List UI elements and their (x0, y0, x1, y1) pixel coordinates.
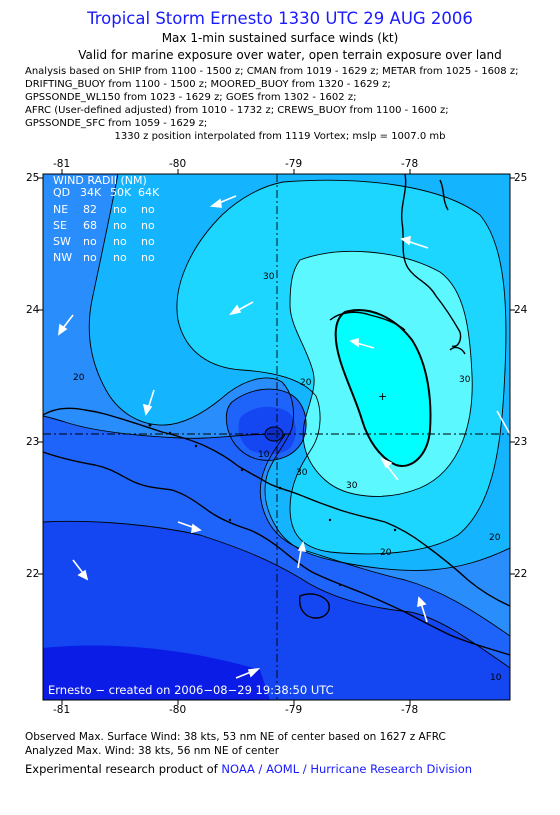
wind-radii-value: 82 (83, 203, 97, 216)
wind-radii-header: 64K (138, 186, 160, 199)
analyzed-max-wind: Analyzed Max. Wind: 38 kts, 56 nm NE of … (25, 745, 280, 757)
wind-radii-header: 34K (80, 186, 102, 199)
source-line: AFRC (User-defined adjusted) from 1010 -… (25, 105, 449, 116)
lat-label-right: 23 (514, 436, 528, 448)
wind-radii-value: no (141, 219, 155, 232)
wind-radii-value: no (83, 235, 97, 248)
wind-radii-value: no (113, 219, 127, 232)
contour-label: 20 (380, 548, 392, 558)
wind-radii-quadrant: NE (53, 203, 68, 216)
svg-text:+: + (378, 390, 387, 403)
lon-label-bottom: -78 (401, 704, 419, 716)
position-note: 1330 z position interpolated from 1119 V… (114, 131, 446, 142)
wind-radii-quadrant: SE (53, 219, 67, 232)
lon-label-bottom: -80 (169, 704, 187, 716)
lon-label-bottom: -79 (285, 704, 303, 716)
lat-label-right: 24 (514, 304, 528, 316)
wind-radii-value: no (83, 251, 97, 264)
source-line: GPSSONDE_WL150 from 1023 - 1629 z; GOES … (25, 92, 357, 103)
lat-label-right: 22 (514, 568, 528, 580)
wind-radii-quadrant: NW (53, 251, 72, 264)
contour-label: 30 (296, 468, 308, 478)
lon-label-top: -79 (285, 158, 303, 170)
wind-radii-title: WIND RADII (NM) (53, 174, 147, 187)
wind-band-35 (335, 310, 431, 466)
source-line: GPSSONDE_SFC from 1059 - 1629 z; (25, 118, 208, 129)
creation-credit: Ernesto − created on 2006−08−29 19:38:50… (48, 683, 334, 697)
wind-radii-header: 50K (110, 186, 132, 199)
map-title: Tropical Storm Ernesto 1330 UTC 29 AUG 2… (87, 9, 473, 28)
wind-radii-value: no (113, 251, 127, 264)
wind-band-15 (43, 174, 510, 636)
wind-band-5 (43, 521, 510, 700)
contour-label: 10 (258, 450, 270, 460)
lat-label-left: 22 (26, 568, 40, 580)
lat-label-left: 25 (26, 172, 40, 184)
wind-band-30 (290, 251, 473, 497)
wind-band-20 (89, 174, 510, 571)
map-subtitle: Max 1-min sustained surface winds (kt) (161, 31, 399, 45)
wind-radii-header: QD (53, 186, 70, 199)
lon-label-top: -81 (53, 158, 71, 170)
wind-radii-value: no (113, 235, 127, 248)
lat-label-left: 24 (26, 304, 40, 316)
core-band-10 (226, 389, 307, 461)
wind-band-10 (43, 174, 510, 700)
wind-radii-value: 68 (83, 219, 97, 232)
wind-radii-table: WIND RADII (NM) QD 34K 50K 64K NE 82 no … (53, 174, 160, 264)
source-line: Analysis based on SHIP from 1100 - 1500 … (25, 66, 519, 77)
product-credit: Experimental research product of NOAA / … (25, 762, 472, 776)
wind-radii-value: no (141, 251, 155, 264)
validity-note: Valid for marine exposure over water, op… (78, 48, 502, 62)
wind-radii-value: no (141, 235, 155, 248)
lat-label-right: 25 (514, 172, 528, 184)
wind-radii-value: no (113, 203, 127, 216)
contour-label: 30 (459, 375, 471, 385)
wind-band-0 (43, 645, 270, 700)
contour-label: 20 (73, 373, 85, 383)
wind-arrows (58, 195, 510, 679)
contour-label: 20 (489, 533, 501, 543)
core-band-5 (238, 406, 296, 455)
source-line: DRIFTING_BUOY from 1100 - 1500 z; MOORED… (25, 79, 391, 90)
wind-radii-quadrant: SW (53, 235, 71, 248)
contour-label: 30 (346, 481, 358, 491)
product-credit-prefix: Experimental research product of (25, 762, 222, 776)
lon-label-top: -78 (401, 158, 419, 170)
wind-radii-value: no (141, 203, 155, 216)
contour-label: 10 (490, 673, 502, 683)
lon-label-bottom: -81 (53, 704, 71, 716)
lon-label-top: -80 (169, 158, 187, 170)
lat-label-left: 23 (26, 436, 40, 448)
contour-label: 20 (300, 378, 312, 388)
observed-max-wind: Observed Max. Surface Wind: 38 kts, 53 n… (25, 731, 446, 743)
hrd-link[interactable]: NOAA / AOML / Hurricane Research Divisio… (221, 762, 473, 776)
wind-band-25 (176, 180, 506, 554)
contour-label: 30 (263, 272, 275, 282)
